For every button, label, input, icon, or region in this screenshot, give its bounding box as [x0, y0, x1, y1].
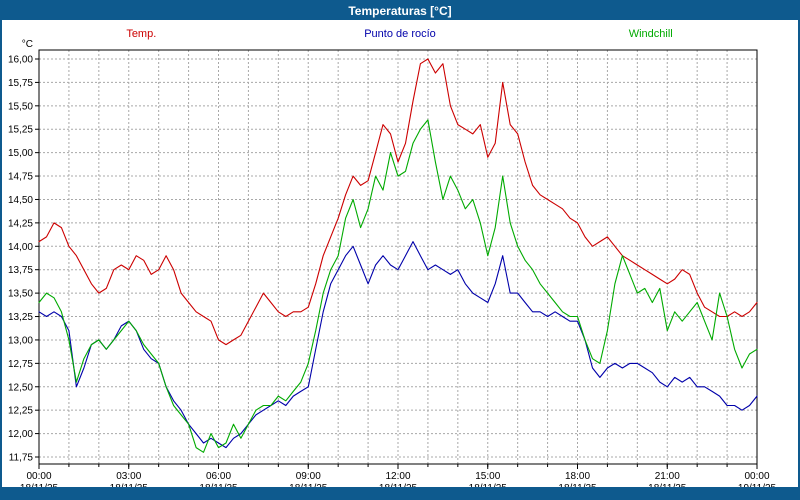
svg-text:11,75: 11,75 [9, 453, 34, 464]
svg-text:14,00: 14,00 [8, 242, 33, 253]
svg-text:06:00: 06:00 [206, 471, 231, 482]
legend-temp: Temp. [126, 28, 157, 40]
svg-text:15,25: 15,25 [8, 125, 33, 136]
svg-text:15:00: 15:00 [475, 471, 500, 482]
svg-text:13,50: 13,50 [8, 289, 33, 300]
svg-text:03:00: 03:00 [116, 471, 141, 482]
svg-text:14,25: 14,25 [8, 218, 33, 229]
svg-text:15,00: 15,00 [8, 148, 33, 159]
legend-windchill: Windchill [628, 28, 673, 40]
bottom-bar [2, 487, 798, 498]
svg-text:13,00: 13,00 [8, 335, 33, 346]
svg-text:00:00: 00:00 [26, 471, 51, 482]
title-bar: Temperaturas [°C] [2, 2, 798, 20]
svg-text:21:00: 21:00 [655, 471, 680, 482]
svg-text:12,50: 12,50 [8, 382, 33, 393]
svg-text:13,25: 13,25 [8, 312, 33, 323]
svg-text:14,50: 14,50 [8, 195, 33, 206]
window-title: Temperaturas [°C] [348, 4, 452, 18]
svg-text:12:00: 12:00 [385, 471, 410, 482]
svg-text:14,75: 14,75 [8, 172, 33, 183]
svg-text:12,75: 12,75 [8, 359, 33, 370]
svg-text:°C: °C [22, 39, 33, 50]
svg-text:13,75: 13,75 [8, 265, 33, 276]
svg-text:18:00: 18:00 [565, 471, 590, 482]
svg-text:09:00: 09:00 [296, 471, 321, 482]
svg-text:12,00: 12,00 [8, 429, 33, 440]
svg-text:00:00: 00:00 [744, 471, 769, 482]
svg-text:12,25: 12,25 [8, 406, 33, 417]
svg-text:15,75: 15,75 [8, 78, 33, 89]
svg-text:16,00: 16,00 [8, 55, 33, 66]
legend-dew-point: Punto de rocío [364, 28, 436, 40]
svg-text:15,50: 15,50 [8, 101, 33, 112]
